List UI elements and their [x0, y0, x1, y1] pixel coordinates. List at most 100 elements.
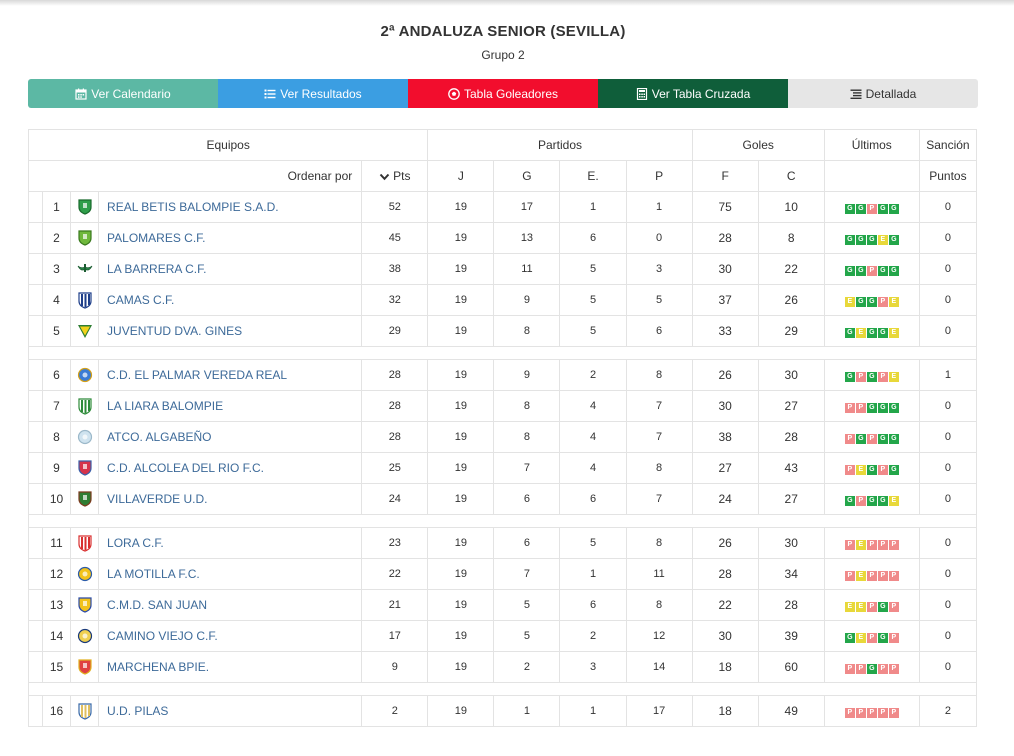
goals-against: 30	[757, 527, 825, 559]
team-link[interactable]: LA MOTILLA F.C.	[107, 567, 200, 581]
table-row: 2 PALOMARES C.F. 45 19 13 6 0 28 8 G G G E G 0	[28, 222, 978, 254]
team-name[interactable]: PALOMARES C.F.	[98, 222, 363, 254]
sancion-points: 1	[918, 359, 978, 391]
team-crest-icon	[70, 421, 100, 453]
team-link[interactable]: REAL BETIS BALOMPIE S.A.D.	[107, 200, 279, 214]
team-name[interactable]: C.D. EL PALMAR VEREDA REAL	[98, 359, 363, 391]
drawn: 1	[559, 191, 627, 223]
team-name[interactable]: U.D. PILAS	[98, 695, 363, 727]
team-link[interactable]: VILLAVERDE U.D.	[107, 492, 208, 506]
result-chip: P	[844, 539, 855, 550]
page-title: 2ª ANDALUZA SENIOR (SEVILLA)	[380, 23, 626, 40]
team-name[interactable]: LA LIARA BALOMPIE	[98, 390, 363, 422]
row-gutter	[28, 558, 43, 590]
team-name[interactable]: VILLAVERDE U.D.	[98, 483, 363, 515]
result-chip: G	[877, 327, 888, 338]
f-header: F	[691, 160, 759, 192]
table-row: 7 LA LIARA BALOMPIE 28 19 8 4 7 30 27 P P G G G 0	[28, 390, 978, 422]
team-name[interactable]: C.M.D. SAN JUAN	[98, 589, 363, 621]
team-name[interactable]: CAMAS C.F.	[98, 284, 363, 316]
table-row: 14 CAMINO VIEJO C.F. 17 19 5 2 12 30 39 G E P G P 0	[28, 620, 978, 652]
top-shadow	[0, 0, 1014, 6]
lost: 8	[625, 452, 693, 484]
points: 9	[361, 651, 429, 683]
goals-for: 18	[691, 651, 759, 683]
team-link[interactable]: C.D. EL PALMAR VEREDA REAL	[107, 368, 288, 382]
goals-for: 37	[691, 284, 759, 316]
team-name[interactable]: LORA C.F.	[98, 527, 363, 559]
ver-resultados-label: Ver Resultados	[280, 86, 362, 101]
team-crest-icon	[70, 527, 100, 559]
team-name[interactable]: REAL BETIS BALOMPIE S.A.D.	[98, 191, 363, 223]
goals-for: 33	[691, 315, 759, 347]
ver-calendario-label: Ver Calendario	[91, 86, 171, 101]
team-name[interactable]: LA BARRERA C.F.	[98, 253, 363, 285]
position: 4	[41, 284, 72, 316]
won: 7	[493, 558, 561, 590]
result-chip: P	[877, 539, 888, 550]
team-link[interactable]: CAMINO VIEJO C.F.	[107, 629, 218, 643]
team-link[interactable]: MARCHENA BPIE.	[107, 660, 210, 674]
team-name[interactable]: C.D. ALCOLEA DEL RIO F.C.	[98, 452, 363, 484]
table-row: 12 LA MOTILLA F.C. 22 19 7 1 11 28 34 P E P P P 0	[28, 558, 978, 590]
played: 19	[427, 315, 495, 347]
team-link[interactable]: JUVENTUD DVA. GINES	[107, 324, 243, 338]
position: 5	[41, 315, 72, 347]
played: 19	[427, 222, 495, 254]
result-chip: G	[844, 234, 855, 245]
team-name[interactable]: LA MOTILLA F.C.	[98, 558, 363, 590]
played: 19	[427, 421, 495, 453]
team-name[interactable]: MARCHENA BPIE.	[98, 651, 363, 683]
goals-against: 60	[757, 651, 825, 683]
drawn: 5	[559, 527, 627, 559]
played: 19	[427, 284, 495, 316]
result-chip: G	[866, 234, 877, 245]
team-link[interactable]: CAMAS C.F.	[107, 293, 175, 307]
won: 11	[493, 253, 561, 285]
goals-for: 30	[691, 253, 759, 285]
won: 5	[493, 620, 561, 652]
team-crest-icon	[70, 483, 100, 515]
ver-resultados-button[interactable]: Ver Resultados	[218, 79, 408, 108]
team-link[interactable]: C.D. ALCOLEA DEL RIO F.C.	[107, 461, 264, 475]
sancion-header: Sanción	[918, 129, 978, 161]
result-chip: G	[888, 464, 899, 475]
team-link[interactable]: LA LIARA BALOMPIE	[107, 399, 224, 413]
team-link[interactable]: C.M.D. SAN JUAN	[107, 598, 208, 612]
calendar-icon	[75, 88, 87, 100]
team-name[interactable]: CAMINO VIEJO C.F.	[98, 620, 363, 652]
won: 8	[493, 315, 561, 347]
row-gutter	[28, 620, 43, 652]
sort-pts-header[interactable]: Pts	[361, 160, 429, 192]
team-link[interactable]: U.D. PILAS	[107, 704, 169, 718]
detallada-button[interactable]: Detallada	[788, 79, 978, 108]
row-gutter	[28, 651, 43, 683]
team-link[interactable]: ATCO. ALGABEÑO	[107, 430, 212, 444]
ver-tabla-cruzada-button[interactable]: Ver Tabla Cruzada	[598, 79, 788, 108]
team-name[interactable]: ATCO. ALGABEÑO	[98, 421, 363, 453]
team-link[interactable]: LORA C.F.	[107, 536, 164, 550]
goals-for: 30	[691, 620, 759, 652]
team-link[interactable]: PALOMARES C.F.	[107, 231, 206, 245]
ultimos-subheader	[823, 160, 920, 192]
g-header: G	[493, 160, 561, 192]
team-name[interactable]: JUVENTUD DVA. GINES	[98, 315, 363, 347]
drawn: 6	[559, 589, 627, 621]
tabla-goleadores-button[interactable]: Tabla Goleadores	[408, 79, 598, 108]
played: 19	[427, 589, 495, 621]
sancion-points: 0	[918, 651, 978, 683]
result-chip: P	[855, 663, 866, 674]
result-chip: E	[855, 539, 866, 550]
lost: 7	[625, 421, 693, 453]
ver-calendario-button[interactable]: Ver Calendario	[28, 79, 218, 108]
team-link[interactable]: LA BARRERA C.F.	[107, 262, 207, 276]
